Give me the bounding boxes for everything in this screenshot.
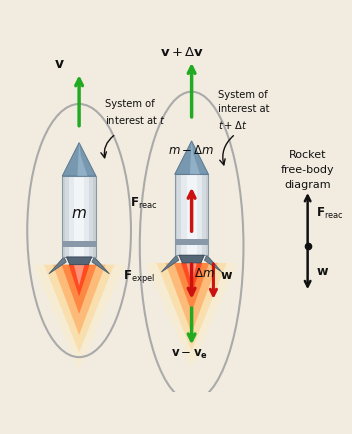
Text: System of
interest at
$t+\Delta t$: System of interest at $t+\Delta t$ (218, 89, 270, 131)
Polygon shape (182, 175, 202, 256)
Polygon shape (53, 265, 106, 335)
Text: $\mathbf{v}+\Delta\mathbf{v}$: $\mathbf{v}+\Delta\mathbf{v}$ (160, 46, 205, 59)
Text: $\mathbf{w}$: $\mathbf{w}$ (220, 268, 233, 281)
Polygon shape (165, 263, 218, 333)
Text: $m-\Delta m$: $m-\Delta m$ (168, 144, 215, 157)
Text: $\mathbf{F}_{\rm reac}$: $\mathbf{F}_{\rm reac}$ (130, 195, 158, 210)
Polygon shape (62, 265, 97, 314)
Polygon shape (92, 257, 109, 274)
Text: Rocket
free-body
diagram: Rocket free-body diagram (281, 150, 334, 189)
Polygon shape (65, 177, 93, 257)
Polygon shape (177, 175, 206, 256)
Polygon shape (33, 265, 125, 370)
Polygon shape (179, 256, 204, 263)
Polygon shape (175, 240, 208, 246)
Polygon shape (62, 241, 96, 247)
Text: $\mathbf{v}$: $\mathbf{v}$ (54, 57, 65, 71)
Text: System of
interest at $t$: System of interest at $t$ (106, 98, 167, 125)
Polygon shape (190, 141, 200, 175)
Polygon shape (67, 257, 92, 265)
Polygon shape (186, 263, 197, 284)
Polygon shape (175, 141, 208, 175)
Text: $\mathbf{F}_{\rm reac}$: $\mathbf{F}_{\rm reac}$ (316, 205, 344, 220)
Polygon shape (146, 263, 237, 368)
Polygon shape (174, 263, 209, 312)
Polygon shape (69, 265, 90, 296)
Text: $\mathbf{w}$: $\mathbf{w}$ (316, 264, 329, 277)
Polygon shape (74, 265, 84, 286)
Polygon shape (156, 263, 227, 351)
Polygon shape (187, 175, 197, 256)
Polygon shape (181, 263, 202, 295)
Polygon shape (49, 257, 66, 274)
Polygon shape (62, 143, 96, 177)
Polygon shape (69, 177, 89, 257)
Polygon shape (161, 256, 179, 273)
Text: $m$: $m$ (71, 206, 87, 221)
Polygon shape (62, 177, 96, 257)
Polygon shape (175, 175, 208, 256)
Polygon shape (44, 265, 114, 353)
Polygon shape (205, 256, 222, 273)
Polygon shape (74, 177, 84, 257)
Text: $\Delta m$: $\Delta m$ (194, 266, 215, 279)
Text: $\mathbf{F}_{\rm expel}$: $\mathbf{F}_{\rm expel}$ (123, 267, 155, 284)
Text: $\mathbf{v}-\mathbf{v_e}$: $\mathbf{v}-\mathbf{v_e}$ (171, 347, 208, 360)
Polygon shape (77, 143, 88, 177)
